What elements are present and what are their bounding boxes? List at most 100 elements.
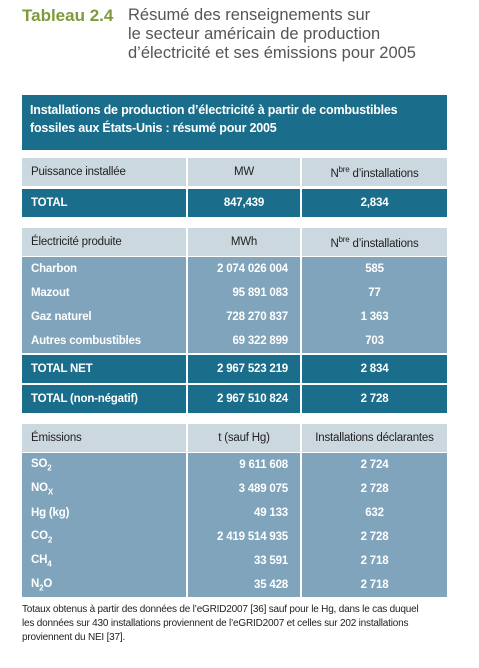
caption-line: fossiles aux États-Unis : résumé pour 20… (30, 121, 277, 135)
data-row: Hg (kg) 49 133 632 (22, 501, 447, 525)
cell-text: 703 (365, 335, 384, 347)
table-cell: 632 (302, 501, 447, 525)
data-row: NOX 3 489 075 2 728 (22, 477, 447, 501)
cell-text-part: 3 489 075 (238, 483, 289, 495)
cell-text-part: 2 718 (360, 555, 389, 567)
table-cell: TOTAL (22, 189, 186, 217)
cell-text: 728 270 837 (226, 311, 288, 323)
table-cell: Nbre d’installations (302, 228, 447, 256)
cell-text: Installations déclarantes (315, 432, 434, 444)
cell-text-part: 2 419 514 935 (217, 531, 288, 543)
cell-text-part: 9 611 608 (239, 459, 288, 471)
table-cell: TOTAL NET (22, 355, 186, 383)
cell-text: Mazout (31, 287, 70, 299)
cell-text: TOTAL NET (31, 363, 93, 375)
cell-text: Émissions (31, 432, 82, 444)
header-row: Émissions t (sauf Hg) Installations déclar… (22, 424, 447, 452)
table-cell: 9 611 608 (188, 453, 300, 477)
cell-text: 1 363 (361, 311, 389, 323)
table-cell: t (sauf Hg) (188, 424, 300, 452)
table-cell: 35 428 (188, 573, 300, 597)
data-row: CH4 33 591 2 718 (22, 549, 447, 573)
cell-text: N2O (31, 578, 52, 592)
cell-text-part: 2 074 026 004 (217, 263, 288, 275)
table-cell: 847,439 (188, 189, 300, 217)
cell-text-part: 728 270 837 (226, 311, 288, 323)
cell-text-part: d’installations (349, 167, 419, 180)
table-cell: 2 728 (302, 385, 447, 413)
cell-text: 2 724 (361, 459, 389, 471)
cell-text-part: N (330, 167, 339, 180)
table-cell: Autres combustibles (22, 329, 186, 353)
cell-text: 2 728 (361, 483, 389, 495)
data-row: SO2 9 611 608 2 724 (22, 453, 447, 477)
table-cell: 95 891 083 (188, 281, 300, 305)
cell-text-part: 2 (47, 463, 52, 473)
cell-text-part: X (47, 487, 53, 497)
cell-text: 69 322 899 (232, 335, 288, 347)
cell-text: Charbon (31, 263, 77, 275)
cell-text-part: t (sauf Hg) (218, 432, 270, 444)
cell-text: 2 967 510 824 (217, 393, 288, 405)
cell-text-part: 2 728 (360, 393, 389, 405)
cell-text-part: bre (338, 164, 350, 174)
header-row: Puissance installée MW Nbre d’installation… (22, 158, 447, 186)
cell-text: Nbre d’installations (330, 235, 418, 250)
cell-text-part: 35 428 (254, 579, 288, 591)
cell-text-part: 2 718 (360, 579, 389, 591)
cell-text-part: TOTAL NET (31, 363, 93, 375)
cell-text-part: MW (233, 166, 255, 178)
cell-text: Hg (kg) (31, 507, 69, 519)
cell-text: TOTAL (31, 197, 67, 209)
title-line: d’électricité et ses émissions pour 2005 (128, 44, 416, 62)
table-cell: 2 718 (302, 573, 447, 597)
cell-text: 585 (365, 263, 384, 275)
table-cell: 703 (302, 329, 447, 353)
cell-text-part: 2 724 (360, 459, 389, 471)
total-row: TOTAL NET 2 967 523 219 2 834 (22, 355, 447, 383)
cell-text: 2 718 (361, 579, 389, 591)
cell-text: 847,439 (224, 197, 264, 209)
data-row: N2O 35 428 2 718 (22, 573, 447, 597)
cell-text-part: 2 (39, 583, 44, 593)
cell-text: TOTAL (non-négatif) (31, 393, 138, 405)
cell-text: t (sauf Hg) (218, 432, 270, 444)
cell-text-part: Puissance installée (31, 166, 126, 178)
table-title: Résumé des renseignements sur le secteur… (128, 6, 416, 63)
cell-text-part: CO (31, 529, 48, 542)
cell-text: 49 133 (254, 507, 288, 519)
table-cell: MW (188, 158, 300, 186)
cell-text-part: Émissions (31, 432, 82, 444)
title-line: Résumé des renseignements sur (128, 6, 371, 24)
cell-text-part: 1 363 (360, 311, 389, 323)
table-cell: Charbon (22, 257, 186, 281)
cell-text: 2,834 (361, 197, 389, 209)
cell-text-part: 585 (365, 263, 384, 275)
cell-text-part: TOTAL (non-négatif) (31, 393, 138, 405)
cell-text: 33 591 (254, 555, 288, 567)
table-label: Tableau 2.4 (22, 6, 114, 25)
cell-text: CO2 (31, 530, 52, 544)
cell-text: 2 728 (361, 393, 389, 405)
table-cell: NOX (22, 477, 186, 501)
cell-text-part: Charbon (31, 263, 77, 275)
cell-text: MWh (231, 236, 257, 248)
table-cell: 77 (302, 281, 447, 305)
cell-text-part: Autres combustibles (31, 335, 141, 347)
table-cell: 2 718 (302, 549, 447, 573)
table-cell: Gaz naturel (22, 305, 186, 329)
data-row: Autres combustibles 69 322 899 703 (22, 329, 447, 353)
table-cell: 2 967 510 824 (188, 385, 300, 413)
cell-text: 2 074 026 004 (217, 263, 288, 275)
table-cell: 2 728 (302, 477, 447, 501)
table-cell: 3 489 075 (188, 477, 300, 501)
table-cell: 49 133 (188, 501, 300, 525)
total-row: TOTAL 847,439 2,834 (22, 189, 447, 217)
cell-text: Puissance installée (31, 166, 126, 178)
cell-text-part: 69 322 899 (232, 335, 288, 347)
table-cell: MWh (188, 228, 300, 256)
cell-text: 77 (368, 287, 381, 299)
cell-text-part: 95 891 083 (232, 287, 288, 299)
cell-text-part: 2,834 (360, 197, 389, 209)
